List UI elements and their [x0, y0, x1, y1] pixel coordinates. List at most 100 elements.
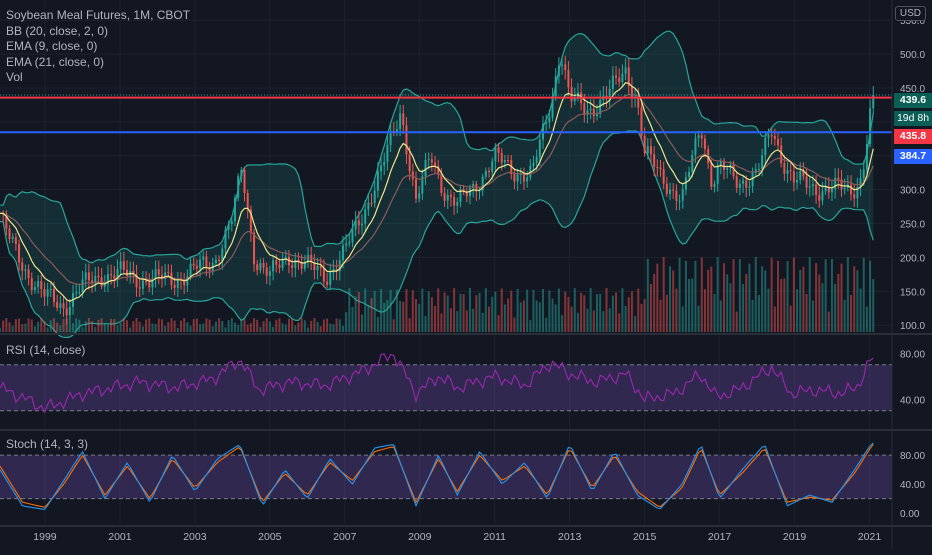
- candle-body: [497, 147, 500, 153]
- candle-body: [681, 189, 684, 201]
- candle-body: [659, 167, 662, 170]
- candle-body: [646, 146, 649, 154]
- candle-body: [367, 202, 370, 210]
- candle-body: [557, 65, 560, 77]
- candle-body: [640, 107, 643, 136]
- candle-body: [262, 263, 265, 268]
- bb-legend[interactable]: BB (20, close, 2, 0): [6, 23, 109, 38]
- candle-body: [357, 220, 360, 226]
- volume-bar: [481, 312, 484, 332]
- volume-bar: [230, 318, 233, 332]
- volume-bar: [815, 263, 818, 332]
- volume-bar: [183, 318, 186, 332]
- volume-bar: [430, 297, 433, 332]
- currency-button[interactable]: USD: [894, 6, 926, 21]
- time-axis[interactable]: 1999 2001 2003 2005 2007 2009 2011 2013 2015 2017…: [33, 531, 881, 543]
- candle-body: [503, 159, 506, 163]
- candle-body: [122, 261, 125, 270]
- volume-bar: [129, 327, 132, 332]
- candle-body: [611, 75, 614, 89]
- candle-body: [770, 135, 773, 137]
- candle-body: [837, 177, 840, 180]
- candle-body: [170, 272, 173, 286]
- rsi-legend[interactable]: RSI (14, close): [6, 343, 86, 357]
- volume-bar: [281, 323, 284, 332]
- volume-bar: [434, 306, 437, 332]
- candle-body: [411, 171, 414, 180]
- volume-bar: [821, 283, 824, 332]
- horizontal-lines[interactable]: [0, 94, 892, 134]
- volume-bar: [310, 320, 313, 332]
- candle-body: [116, 268, 119, 279]
- candle-body: [443, 192, 446, 201]
- candle-body: [59, 303, 62, 308]
- candle-body: [630, 85, 633, 99]
- volume-bar: [373, 290, 376, 332]
- candle-body: [719, 160, 722, 166]
- volume-bar: [87, 318, 90, 332]
- candle-body: [554, 76, 557, 97]
- candle-body: [697, 135, 700, 139]
- volume-bar: [761, 266, 764, 332]
- candle-body: [164, 272, 167, 280]
- candle-body: [87, 272, 90, 281]
- volume-bar: [507, 298, 510, 332]
- candle-body: [621, 73, 624, 83]
- volume-bar: [100, 318, 103, 332]
- ema9-legend[interactable]: EMA (9, close, 0): [6, 39, 98, 53]
- volume-bar: [5, 318, 8, 332]
- volume-bar: [341, 325, 344, 332]
- candle-body: [827, 186, 830, 193]
- volume-bar: [43, 320, 46, 332]
- main-legend: Soybean Meal Futures, 1M, CBOT BB (20, c…: [6, 8, 190, 86]
- volume-bar: [688, 279, 691, 332]
- volume-bar: [811, 300, 814, 332]
- candle-body: [49, 288, 52, 290]
- candle-body: [627, 67, 630, 86]
- candle-body: [94, 276, 97, 284]
- candle-body: [862, 169, 865, 179]
- volume-bar: [754, 257, 757, 332]
- volume-bar: [284, 324, 287, 332]
- candle-body: [710, 163, 713, 187]
- candle-body: [275, 260, 278, 265]
- candle-body: [157, 269, 160, 275]
- volume-bar: [818, 274, 821, 332]
- volume-bar: [411, 290, 414, 332]
- volume-bar: [167, 322, 170, 332]
- volume-bar: [91, 321, 94, 332]
- volume-bar: [56, 322, 59, 332]
- ema21-legend[interactable]: EMA (21, close, 0): [6, 54, 105, 69]
- candle-body: [56, 301, 59, 308]
- volume-bar: [503, 304, 506, 332]
- vol-legend[interactable]: Vol: [6, 70, 23, 84]
- candle-body: [126, 269, 129, 276]
- volume-bar: [786, 261, 789, 332]
- volume-bar: [208, 319, 211, 332]
- candle-body: [522, 174, 525, 182]
- candle-body: [538, 139, 541, 157]
- volume-bar: [148, 318, 151, 332]
- volume-bar: [748, 263, 751, 332]
- candle-body: [354, 220, 357, 230]
- time-tick-label: 2003: [183, 531, 207, 543]
- volume-bar: [551, 298, 554, 332]
- candle-body: [341, 245, 344, 261]
- candle-body: [548, 117, 551, 123]
- price-tick-label: 250.0: [900, 220, 925, 231]
- candle-body: [564, 64, 567, 70]
- stoch-legend[interactable]: Stoch (14, 3, 3): [6, 437, 89, 451]
- candle-body: [418, 193, 421, 199]
- volume-bar: [700, 257, 703, 332]
- time-tick-label: 2017: [708, 531, 732, 543]
- time-tick-label: 2013: [558, 531, 582, 543]
- volume-bar: [770, 257, 773, 332]
- volume-bar: [662, 257, 665, 332]
- volume-bar: [735, 311, 738, 332]
- candle-body: [459, 189, 462, 203]
- bb-lower-line: [0, 130, 874, 339]
- symbol-title[interactable]: Soybean Meal Futures, 1M, CBOT: [6, 8, 191, 22]
